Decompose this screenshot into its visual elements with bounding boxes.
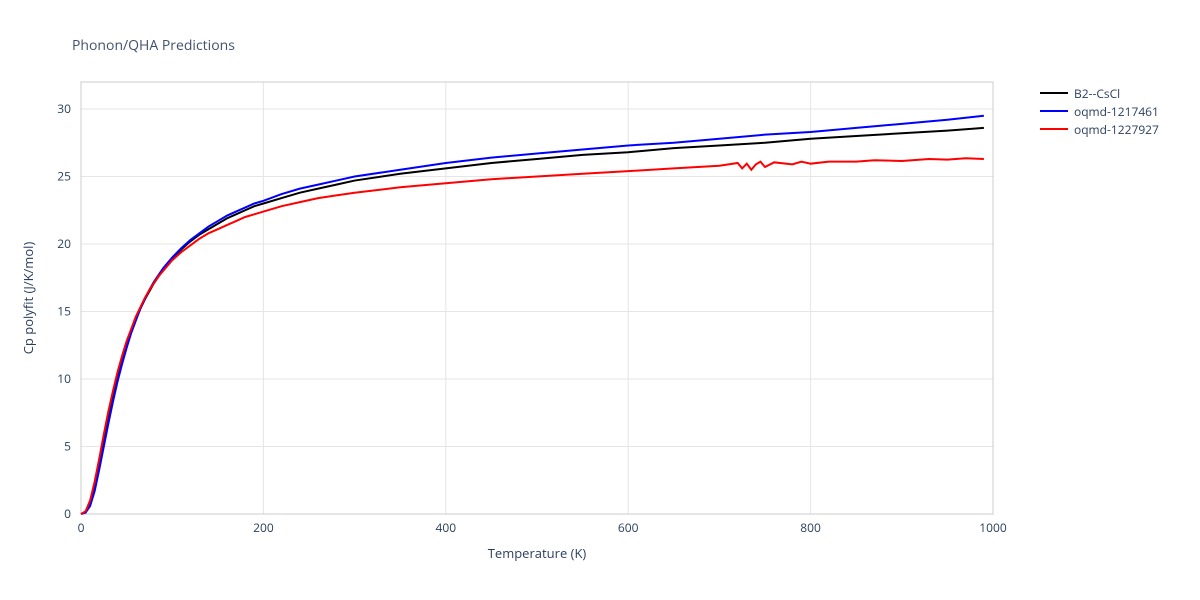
legend-item[interactable]: oqmd-1217461 [1040, 102, 1159, 120]
series-group [81, 116, 984, 514]
series-line [81, 128, 984, 514]
line-chart: 0 200 400 600 800 1000 0 5 10 15 20 25 30 Temperatu… [0, 0, 1200, 600]
legend-label: B2--CsCl [1074, 85, 1120, 102]
x-tick-label: 0 [78, 519, 85, 536]
series-line [81, 116, 984, 514]
legend-label: oqmd-1217461 [1074, 103, 1159, 120]
legend-item[interactable]: B2--CsCl [1040, 84, 1159, 102]
legend-swatch [1040, 92, 1068, 94]
chart-title: Phonon/QHA Predictions [72, 36, 235, 55]
y-axis-label: Cp polyfit (J/K/mol) [19, 242, 37, 355]
legend-label: oqmd-1227927 [1074, 121, 1159, 138]
y-tick-label: 30 [57, 100, 71, 117]
y-tick-label: 20 [57, 235, 71, 252]
legend-swatch [1040, 110, 1068, 112]
x-tick-label: 600 [618, 519, 639, 536]
series-line [81, 158, 984, 514]
legend: B2--CsCloqmd-1217461oqmd-1227927 [1040, 84, 1159, 138]
x-tick-label: 200 [253, 519, 274, 536]
y-tick-label: 0 [64, 505, 71, 522]
x-tick-label: 1000 [979, 519, 1007, 536]
x-tick-label: 400 [436, 519, 457, 536]
y-tick-label: 15 [57, 303, 71, 320]
y-tick-label: 5 [64, 438, 71, 455]
legend-swatch [1040, 128, 1068, 130]
gridlines [81, 82, 993, 514]
chart-root: Phonon/QHA Predictions 02004006008001000… [0, 0, 1200, 600]
x-tick-label: 800 [800, 519, 821, 536]
y-tick-label: 25 [57, 168, 71, 185]
x-axis-label: Temperature (K) [488, 544, 587, 562]
x-ticks: 0 200 400 600 800 1000 [78, 519, 1007, 536]
plot-border [81, 82, 993, 514]
y-ticks: 0 5 10 15 20 25 30 [57, 100, 71, 522]
legend-item[interactable]: oqmd-1227927 [1040, 120, 1159, 138]
y-tick-label: 10 [57, 370, 71, 387]
